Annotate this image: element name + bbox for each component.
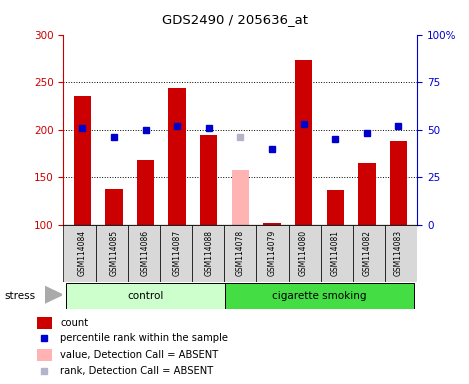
Text: GSM114085: GSM114085 xyxy=(109,230,118,276)
Text: GSM114081: GSM114081 xyxy=(331,230,340,276)
FancyBboxPatch shape xyxy=(224,225,257,282)
Text: GSM114088: GSM114088 xyxy=(204,230,213,276)
FancyBboxPatch shape xyxy=(96,225,128,282)
FancyBboxPatch shape xyxy=(353,225,385,282)
Text: value, Detection Call = ABSENT: value, Detection Call = ABSENT xyxy=(60,349,219,360)
FancyBboxPatch shape xyxy=(288,225,321,282)
Text: GSM114083: GSM114083 xyxy=(394,230,403,276)
Bar xyxy=(37,317,52,329)
Bar xyxy=(37,349,52,361)
Bar xyxy=(105,189,122,225)
Bar xyxy=(67,283,225,309)
Text: GSM114080: GSM114080 xyxy=(299,230,308,276)
Text: GSM114086: GSM114086 xyxy=(141,230,150,276)
Text: count: count xyxy=(60,318,88,328)
Bar xyxy=(390,141,407,225)
FancyBboxPatch shape xyxy=(192,225,224,282)
Text: rank, Detection Call = ABSENT: rank, Detection Call = ABSENT xyxy=(60,366,213,376)
FancyBboxPatch shape xyxy=(63,225,96,282)
Bar xyxy=(358,163,376,225)
Text: GSM114082: GSM114082 xyxy=(363,230,371,276)
Bar xyxy=(232,170,249,225)
Bar xyxy=(74,96,91,225)
Bar xyxy=(225,283,414,309)
Bar xyxy=(295,60,312,225)
Text: GDS2490 / 205636_at: GDS2490 / 205636_at xyxy=(161,13,308,26)
Polygon shape xyxy=(45,286,62,303)
Text: percentile rank within the sample: percentile rank within the sample xyxy=(60,333,228,344)
FancyBboxPatch shape xyxy=(257,225,288,282)
FancyBboxPatch shape xyxy=(160,225,192,282)
Bar xyxy=(200,135,218,225)
Text: cigarette smoking: cigarette smoking xyxy=(272,291,367,301)
Bar xyxy=(263,223,280,225)
Text: control: control xyxy=(127,291,164,301)
Bar xyxy=(168,88,186,225)
Text: GSM114079: GSM114079 xyxy=(267,230,277,276)
Text: stress: stress xyxy=(5,291,36,301)
Text: GSM114078: GSM114078 xyxy=(236,230,245,276)
Text: GSM114084: GSM114084 xyxy=(78,230,87,276)
FancyBboxPatch shape xyxy=(385,225,417,282)
Bar xyxy=(137,160,154,225)
FancyBboxPatch shape xyxy=(128,225,160,282)
Bar xyxy=(326,190,344,225)
Text: GSM114087: GSM114087 xyxy=(173,230,182,276)
FancyBboxPatch shape xyxy=(321,225,353,282)
